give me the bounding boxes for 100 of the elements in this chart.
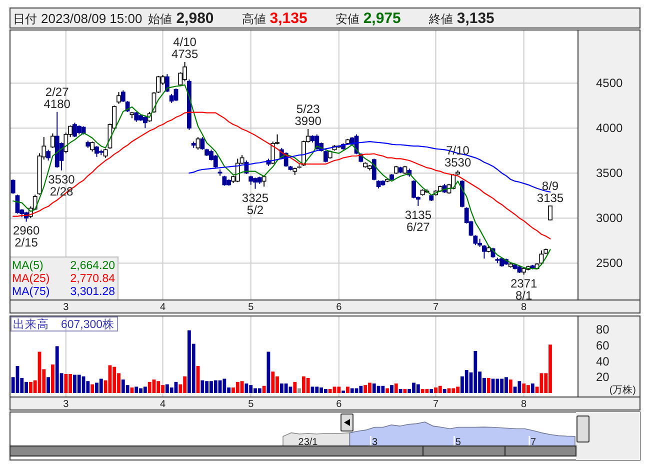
bar bbox=[442, 389, 446, 394]
bar bbox=[430, 389, 434, 394]
bar bbox=[262, 386, 266, 394]
text: 日付 bbox=[13, 12, 37, 26]
annotation: 2,770.84 bbox=[70, 273, 116, 285]
text: MA(25) bbox=[12, 273, 50, 285]
bar bbox=[64, 374, 68, 394]
x-tick-label: 8 bbox=[521, 302, 528, 313]
bar bbox=[486, 378, 490, 394]
bar bbox=[112, 366, 116, 394]
bar bbox=[337, 386, 341, 394]
bar bbox=[55, 346, 59, 394]
bar bbox=[77, 374, 81, 394]
bar bbox=[452, 388, 456, 394]
x-tick-label: 4 bbox=[160, 399, 166, 410]
x-tick-label: 23/1 bbox=[298, 437, 318, 448]
y-tick-label: 40 bbox=[596, 354, 610, 368]
x-tick-label: 4 bbox=[160, 302, 166, 313]
x-tick-label: 3 bbox=[63, 302, 70, 313]
bar bbox=[438, 386, 442, 394]
bar bbox=[332, 386, 336, 394]
y-tick-label: 2500 bbox=[596, 256, 624, 270]
y-axis-title: (万株) bbox=[609, 384, 636, 396]
bar bbox=[420, 389, 424, 394]
bar bbox=[258, 388, 262, 394]
bar bbox=[143, 386, 147, 394]
bar bbox=[236, 382, 240, 394]
bar bbox=[99, 378, 103, 394]
text: 2023/08/09 15:00 bbox=[41, 11, 142, 26]
y-tick-label: 80 bbox=[596, 322, 610, 336]
bar bbox=[518, 381, 522, 394]
annotation: 3325 5/2 bbox=[242, 190, 269, 217]
y-tick-label: 60 bbox=[596, 338, 610, 352]
x-tick-label: 7 bbox=[433, 302, 439, 313]
bar bbox=[328, 389, 332, 394]
text: 2,975 bbox=[363, 10, 401, 27]
text: 2,980 bbox=[176, 10, 214, 27]
bar bbox=[342, 390, 346, 394]
bar bbox=[416, 384, 420, 394]
annotation: 2,664.20 bbox=[70, 260, 115, 272]
x-tick-label: 8 bbox=[521, 399, 528, 410]
bar bbox=[491, 378, 495, 394]
bar bbox=[522, 384, 526, 394]
bar bbox=[222, 378, 226, 394]
annotation: 8/9 3135 bbox=[536, 178, 564, 205]
x-tick-label: 7 bbox=[433, 399, 439, 410]
annotation: 2/27 4180 bbox=[44, 84, 71, 111]
bar bbox=[288, 386, 292, 394]
bar bbox=[390, 385, 394, 394]
chart-title: 出来高 607,300株 bbox=[13, 317, 115, 331]
bar bbox=[364, 385, 368, 394]
y-tick-label: 3000 bbox=[596, 211, 624, 226]
text: 3,135 bbox=[270, 10, 308, 27]
x-tick-label: 3 bbox=[372, 437, 378, 448]
bar bbox=[51, 364, 54, 394]
bar bbox=[244, 384, 248, 394]
bar bbox=[310, 386, 314, 394]
bar bbox=[386, 388, 390, 394]
bar bbox=[293, 382, 297, 394]
x-tick-label: 5 bbox=[455, 437, 462, 448]
bar bbox=[381, 386, 385, 394]
bar bbox=[346, 386, 350, 394]
bar bbox=[496, 378, 500, 394]
bar bbox=[46, 377, 50, 394]
text: MA(75) bbox=[12, 286, 50, 298]
y-tick-label: 3500 bbox=[596, 166, 624, 180]
bar bbox=[530, 384, 534, 394]
x-tick-label: 6 bbox=[336, 302, 342, 313]
x-tick-label: 5 bbox=[248, 302, 254, 313]
bar bbox=[298, 388, 301, 394]
bar bbox=[464, 370, 468, 394]
bar bbox=[508, 380, 512, 394]
bar bbox=[134, 386, 138, 394]
bar bbox=[306, 378, 310, 394]
annotation: 4/10 4735 bbox=[171, 34, 198, 61]
bar bbox=[398, 389, 402, 394]
text: 高値 bbox=[242, 12, 266, 26]
annotation: 2960 2/15 bbox=[12, 224, 40, 250]
bar bbox=[394, 384, 398, 394]
bar bbox=[90, 384, 94, 394]
annotation: 2371 8/1 bbox=[510, 276, 538, 303]
text: 始値 bbox=[148, 12, 172, 26]
bar bbox=[474, 350, 478, 394]
x-tick-label: 5 bbox=[248, 399, 254, 410]
bar bbox=[148, 382, 152, 394]
text: 終値 bbox=[428, 12, 453, 26]
bar bbox=[200, 380, 204, 394]
text: 3,135 bbox=[456, 10, 494, 27]
bar bbox=[350, 388, 354, 394]
y-tick-label: 4500 bbox=[596, 76, 624, 90]
annotation: 3135 6/27 bbox=[404, 208, 432, 234]
x-tick-label: 7 bbox=[530, 437, 537, 448]
x-tick-label: 6 bbox=[336, 399, 342, 410]
bar bbox=[315, 386, 319, 394]
x-tick-label: 3 bbox=[63, 399, 70, 410]
y-tick-label: 4000 bbox=[596, 121, 624, 136]
bar bbox=[372, 384, 376, 394]
bar bbox=[271, 372, 275, 394]
text: MA(5) bbox=[12, 260, 44, 272]
bar bbox=[359, 386, 363, 394]
